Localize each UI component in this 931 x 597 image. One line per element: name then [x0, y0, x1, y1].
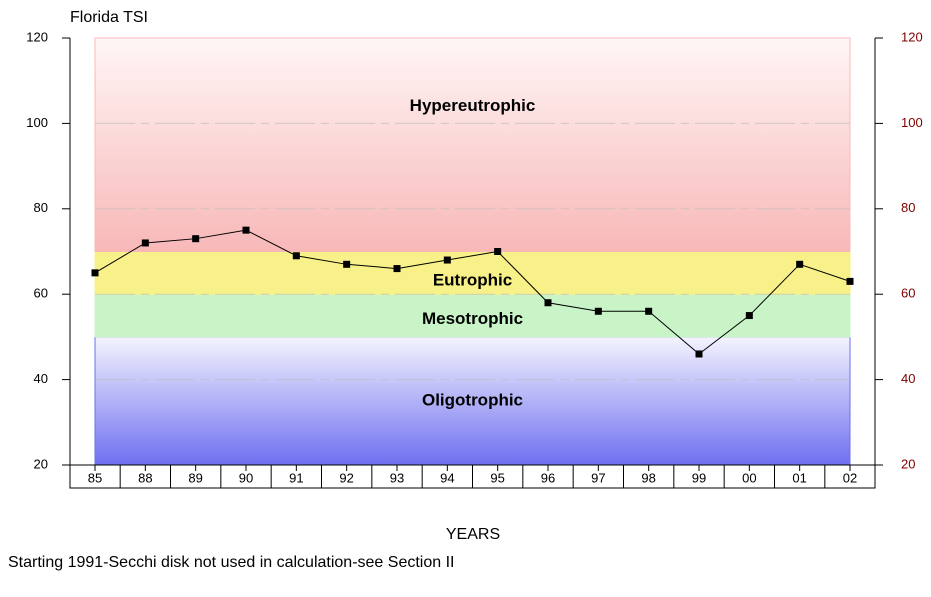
data-point	[443, 256, 451, 264]
x-tick-label: 96	[541, 470, 555, 485]
x-tick-label: 95	[490, 470, 504, 485]
y2-tick-label: 80	[901, 200, 915, 215]
y-tick-label: 20	[34, 456, 48, 471]
data-point	[544, 299, 552, 307]
x-tick-label: 89	[188, 470, 202, 485]
y2-tick-label: 100	[901, 115, 923, 130]
data-point	[91, 269, 99, 277]
data-point	[846, 277, 854, 285]
data-point	[695, 350, 703, 358]
x-tick-label: 88	[138, 470, 152, 485]
zone-label: Mesotrophic	[422, 309, 523, 328]
y-tick-label: 100	[26, 115, 48, 130]
y2-tick-label: 60	[901, 286, 915, 301]
x-tick-label: 94	[440, 470, 454, 485]
y-tick-label: 120	[26, 29, 48, 44]
x-tick-label: 02	[843, 470, 857, 485]
data-point	[343, 260, 351, 268]
data-point	[494, 248, 502, 255]
zone	[94, 293, 851, 338]
chart-title: Florida TSI	[70, 9, 148, 26]
x-tick-label: 98	[641, 470, 655, 485]
y2-tick-label: 20	[901, 456, 915, 471]
zone-label: Oligotrophic	[422, 390, 523, 409]
zone	[94, 37, 851, 252]
data-point	[393, 265, 401, 273]
x-tick-label: 01	[792, 470, 806, 485]
data-point	[192, 235, 200, 243]
x-tick-label: 97	[591, 470, 605, 485]
zone-label: Eutrophic	[433, 270, 512, 289]
zone-label: Hypereutrophic	[410, 96, 536, 115]
x-tick-label: 91	[289, 470, 303, 485]
x-tick-label: 99	[692, 470, 706, 485]
y-tick-label: 40	[34, 371, 48, 386]
footnote: Starting 1991-Secchi disk not used in ca…	[8, 554, 454, 571]
data-point	[745, 312, 753, 320]
data-point	[594, 307, 602, 315]
data-point	[242, 226, 250, 234]
zone	[94, 336, 851, 466]
data-point	[292, 252, 300, 260]
x-tick-label: 93	[390, 470, 404, 485]
data-point	[796, 260, 804, 268]
x-axis-label: YEARS	[446, 526, 500, 543]
x-tick-label: 00	[742, 470, 756, 485]
x-tick-label: 92	[339, 470, 353, 485]
y-tick-label: 80	[34, 200, 48, 215]
series-line	[94, 229, 851, 355]
y-tick-label: 60	[34, 286, 48, 301]
x-tick-label: 90	[239, 470, 253, 485]
data-point	[141, 239, 149, 247]
y2-tick-label: 40	[901, 371, 915, 386]
x-tick-label: 85	[88, 470, 102, 485]
data-point	[645, 307, 653, 315]
y2-tick-label: 120	[901, 29, 923, 44]
